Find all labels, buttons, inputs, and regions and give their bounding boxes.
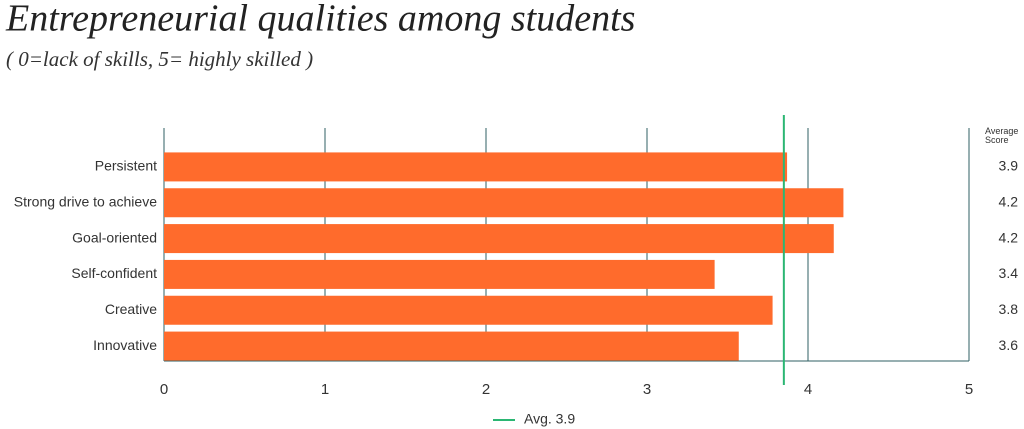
chart-subtitle: ( 0=lack of skills, 5= highly skilled ) (6, 47, 313, 71)
bar (164, 188, 844, 218)
y-tick-label: Self-confident (71, 265, 157, 281)
value-label: 3.4 (999, 265, 1019, 281)
value-label: 4.2 (999, 229, 1019, 245)
x-tick-label: 3 (643, 381, 651, 398)
y-tick-label: Strong drive to achieve (14, 193, 157, 209)
bar (164, 152, 788, 182)
y-tick-label: Creative (105, 301, 157, 317)
x-tick-label: 4 (804, 381, 812, 398)
value-labels-title: Average Score (985, 126, 1018, 145)
x-tick-label: 1 (321, 381, 329, 398)
x-tick-label: 5 (965, 381, 973, 398)
y-tick-label: Goal-oriented (72, 229, 157, 245)
y-tick-label: Innovative (93, 337, 157, 353)
y-tick-label: Persistent (95, 158, 157, 174)
value-label: 3.9 (999, 158, 1019, 174)
chart-title: Entrepreneurial qualities among students (5, 0, 635, 40)
bar (164, 259, 715, 289)
x-tick-label: 2 (482, 381, 490, 398)
value-label: 4.2 (999, 193, 1019, 209)
legend-label: Avg. 3.9 (524, 411, 575, 427)
value-label: 3.6 (999, 337, 1019, 353)
bar (164, 295, 773, 325)
bar (164, 224, 834, 254)
value-label: 3.8 (999, 301, 1019, 317)
x-tick-label: 0 (160, 381, 168, 398)
bar (164, 331, 739, 361)
